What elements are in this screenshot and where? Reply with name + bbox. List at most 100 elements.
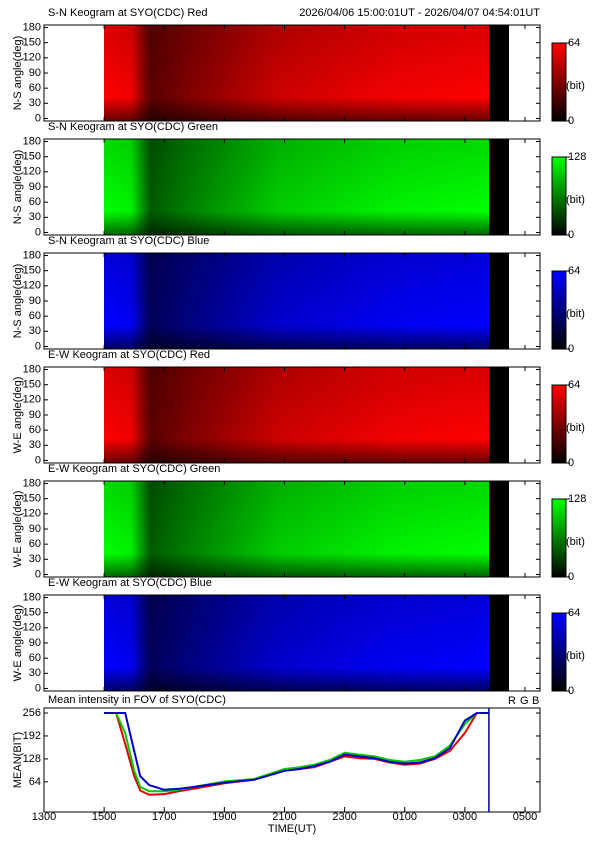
no-data-band — [489, 25, 509, 121]
colorbar-unit: (bit) — [566, 80, 585, 92]
y-tick-label: 60 — [29, 424, 41, 436]
y-tick-label: 120 — [23, 166, 41, 178]
y-tick-label: 180 — [23, 591, 41, 603]
panel-title: S-N Keogram at SYO(CDC) Red — [48, 7, 208, 19]
y-tick-label: 128 — [23, 753, 41, 765]
no-data-band — [489, 253, 509, 349]
keogram-shade — [104, 481, 489, 577]
y-tick-label: 64 — [29, 776, 41, 788]
colorbar — [551, 498, 567, 578]
y-tick-label: 0 — [35, 682, 41, 694]
y-tick-label: 150 — [23, 493, 41, 505]
y-tick-label: 120 — [23, 394, 41, 406]
colorbar-unit: (bit) — [566, 650, 585, 662]
series-line — [104, 712, 489, 791]
y-axis-label: MEAN(BIT) — [12, 732, 24, 788]
colorbar-label: 0 — [568, 115, 574, 127]
colorbar-unit: (bit) — [566, 194, 585, 206]
y-axis-label: W-E angle(deg) — [12, 377, 24, 454]
x-tick-label: 2100 — [272, 811, 296, 823]
y-tick-label: 60 — [29, 196, 41, 208]
panel-title: E-W Keogram at SYO(CDC) Red — [48, 349, 210, 361]
y-tick-label: 60 — [29, 538, 41, 550]
x-tick-label: 1500 — [92, 811, 116, 823]
keogram-shade — [104, 595, 489, 691]
y-tick-label: 90 — [29, 67, 41, 79]
y-tick-label: 0 — [35, 454, 41, 466]
y-axis-label: W-E angle(deg) — [12, 605, 24, 682]
colorbar-label: 64 — [568, 37, 580, 49]
y-tick-label: 120 — [23, 52, 41, 64]
y-axis-label: N-S angle(deg) — [12, 264, 24, 339]
colorbar-label: 0 — [568, 343, 574, 355]
y-tick-label: 90 — [29, 295, 41, 307]
y-tick-label: 0 — [35, 226, 41, 238]
y-tick-label: 90 — [29, 181, 41, 193]
keogram-shade — [104, 139, 489, 235]
y-tick-label: 60 — [29, 652, 41, 664]
series-line — [104, 712, 489, 793]
colorbar — [551, 384, 567, 464]
y-tick-label: 120 — [23, 508, 41, 520]
y-tick-label: 90 — [29, 637, 41, 649]
colorbar-label: 64 — [568, 607, 580, 619]
y-tick-label: 256 — [23, 707, 41, 719]
no-data-band — [489, 481, 509, 577]
x-tick-label: 0300 — [453, 811, 477, 823]
panel-title: Mean intensity in FOV of SYO(CDC) — [48, 694, 226, 706]
y-tick-label: 0 — [35, 112, 41, 124]
y-axis-label: W-E angle(deg) — [12, 491, 24, 568]
colorbar-label: 0 — [568, 229, 574, 241]
y-tick-label: 180 — [23, 21, 41, 33]
no-data-band — [489, 367, 509, 463]
legend-entry: B — [532, 695, 539, 707]
colorbar-label: 64 — [568, 379, 580, 391]
colorbar-unit: (bit) — [566, 308, 585, 320]
y-tick-label: 180 — [23, 477, 41, 489]
y-tick-label: 150 — [23, 379, 41, 391]
x-tick-label: 1300 — [32, 811, 56, 823]
panel-title: E-W Keogram at SYO(CDC) Green — [48, 463, 220, 475]
y-tick-label: 180 — [23, 135, 41, 147]
keogram-shade — [104, 25, 489, 121]
y-tick-label: 30 — [29, 439, 41, 451]
y-tick-label: 150 — [23, 37, 41, 49]
y-tick-label: 60 — [29, 310, 41, 322]
x-tick-label: 1900 — [212, 811, 236, 823]
colorbar — [551, 270, 567, 350]
keogram-shade — [104, 253, 489, 349]
series-line — [104, 712, 489, 796]
colorbar-label: 128 — [568, 151, 586, 163]
y-axis-label: N-S angle(deg) — [12, 150, 24, 225]
y-tick-label: 60 — [29, 82, 41, 94]
y-tick-label: 90 — [29, 523, 41, 535]
x-tick-label: 1700 — [152, 811, 176, 823]
y-tick-label: 0 — [35, 340, 41, 352]
y-tick-label: 30 — [29, 325, 41, 337]
y-tick-label: 192 — [23, 730, 41, 742]
no-data-band — [489, 595, 509, 691]
y-axis-label: N-S angle(deg) — [12, 36, 24, 111]
panel-title: E-W Keogram at SYO(CDC) Blue — [48, 577, 212, 589]
frame — [43, 707, 541, 813]
y-tick-label: 0 — [35, 568, 41, 580]
colorbar — [551, 42, 567, 122]
y-tick-label: 90 — [29, 409, 41, 421]
colorbar-unit: (bit) — [566, 536, 585, 548]
colorbar-label: 64 — [568, 265, 580, 277]
colorbar — [551, 156, 567, 236]
y-tick-label: 30 — [29, 553, 41, 565]
x-axis-label: TIME(UT) — [268, 823, 316, 835]
y-tick-label: 180 — [23, 249, 41, 261]
colorbar-label: 0 — [568, 685, 574, 697]
y-tick-label: 150 — [23, 607, 41, 619]
y-tick-label: 120 — [23, 280, 41, 292]
no-data-band — [489, 139, 509, 235]
colorbar-label: 0 — [568, 457, 574, 469]
y-tick-label: 180 — [23, 363, 41, 375]
colorbar-unit: (bit) — [566, 422, 585, 434]
y-tick-label: 30 — [29, 211, 41, 223]
y-tick-label: 120 — [23, 622, 41, 634]
y-tick-label: 150 — [23, 151, 41, 163]
